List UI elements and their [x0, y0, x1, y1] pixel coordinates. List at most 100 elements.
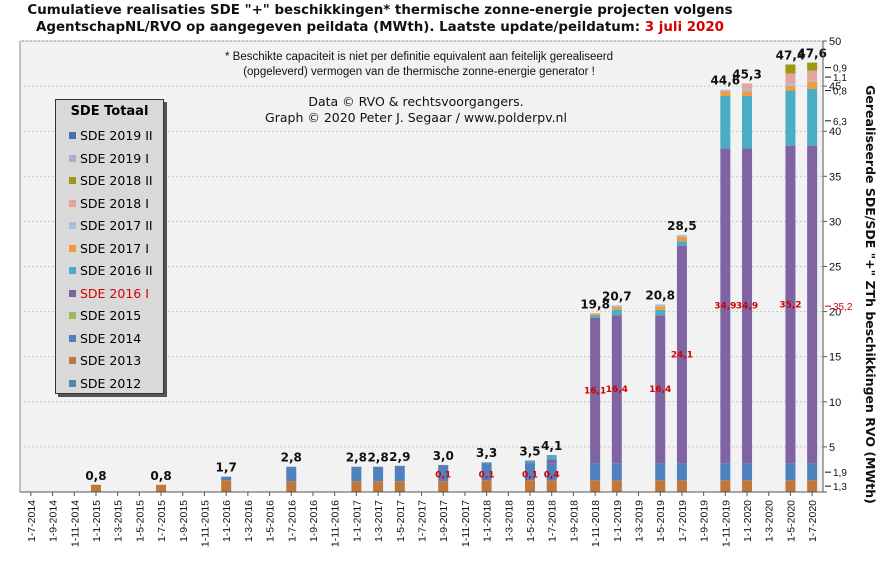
bar-segment — [590, 315, 601, 318]
chart-title-line2-text: AgentschapNL/RVO op aangegeven peildata … — [36, 20, 641, 35]
x-tick-label: 1-7-2015 — [156, 500, 168, 542]
legend: SDE Totaal SDE 2019 II SDE 2019 I SDE 2018… — [55, 99, 164, 394]
x-tick-label: 1-7-2016 — [286, 500, 298, 542]
bar-total-label: 28,5 — [667, 219, 697, 233]
bar-segment — [286, 466, 297, 482]
sde2016i-value-label: 35,2 — [779, 300, 801, 310]
bar-segment — [807, 80, 818, 82]
bar-segment — [676, 463, 687, 481]
peildatum-date: 3 juli 2020 — [644, 20, 724, 35]
legend-item: SDE 2017 II — [56, 216, 163, 239]
bar-segment — [807, 81, 818, 89]
bar-segment — [742, 91, 753, 97]
bar-segment — [742, 83, 753, 89]
bar-segment — [373, 481, 384, 492]
legend-item: SDE 2014 — [56, 329, 163, 352]
x-tick-label: 1-11-2018 — [590, 500, 602, 547]
legend-label: SDE 2017 II — [80, 218, 153, 233]
bar-segment — [525, 462, 536, 464]
bar-segment — [742, 463, 753, 481]
x-tick-label: 1-1-2018 — [482, 500, 494, 542]
legend-label: SDE 2016 I — [80, 285, 149, 301]
bar-labels-group: 0,8 0,81,72,8 2,8 2,8 2,9 3,00,13,30,13,50,14… — [85, 47, 827, 483]
legend-label: SDE 2014 — [80, 330, 142, 346]
legend-swatch — [69, 132, 76, 139]
bars-group — [90, 62, 818, 492]
bar-segment — [156, 484, 167, 492]
bar-total-label: 47,4 — [776, 48, 806, 62]
bar-segment — [742, 148, 753, 464]
bar-segment — [720, 89, 731, 92]
bar-total-label: 3,0 — [433, 449, 454, 463]
bar-total-label: 2,8 — [281, 451, 302, 465]
right-annotations: 0,91,1 0,8 6,3 35,2 1,9 1,3 — [825, 64, 853, 493]
legend-item: SDE 2015 — [56, 306, 163, 329]
bar-total-label: 44,6 — [711, 74, 741, 88]
x-tick-label: 1-1-2016 — [221, 500, 233, 542]
x-tick-label: 1-9-2019 — [699, 500, 711, 542]
bar-segment — [807, 88, 818, 146]
x-tick-label: 1-11-2015 — [199, 500, 211, 547]
x-tick-label: 1-1-2017 — [351, 500, 363, 542]
sde2016i-value-label: 16,4 — [606, 385, 628, 395]
legend-item: SDE 2018 I — [56, 194, 163, 217]
legend-swatch — [69, 267, 76, 274]
bar-segment — [611, 309, 622, 316]
bar-segment — [481, 464, 492, 481]
y-tick-label: 10 — [829, 397, 841, 409]
x-tick-label: 1-3-2020 — [764, 500, 776, 542]
bar-segment — [221, 476, 232, 481]
legend-swatch — [69, 177, 76, 184]
legend-label: SDE 2018 II — [80, 173, 153, 188]
note-line2: (opgeleverd) vermogen van de thermische … — [243, 66, 595, 78]
annotation-label: 35,2 — [833, 302, 853, 313]
bar-segment — [394, 465, 405, 482]
bar-segment — [611, 315, 622, 464]
bar-segment — [676, 236, 687, 242]
x-tick-label: 1-5-2018 — [525, 500, 537, 542]
x-axis: 1-7-2014 1-9-2014 1-11-2014 1-1-2015 1-3-201… — [20, 491, 823, 547]
sde2016i-value-label: 34,9 — [736, 302, 758, 312]
legend-item: SDE 2016 II — [56, 261, 163, 284]
bar-total-label: 19,8 — [580, 297, 610, 311]
bar-segment — [481, 480, 492, 492]
legend-label: SDE 2017 I — [80, 240, 149, 256]
credit-line2: Graph © 2020 Peter J. Segaar / www.polde… — [265, 110, 567, 125]
bar-total-label: 0,8 — [85, 469, 106, 483]
sde2016i-value-label: 0,1 — [435, 471, 451, 481]
y-tick-label: 5 — [829, 442, 835, 454]
legend-label: SDE 2018 I — [80, 195, 149, 211]
x-tick-label: 1-3-2016 — [243, 500, 255, 542]
bar-total-label: 20,7 — [602, 289, 632, 303]
sde2016i-value-label: 0,1 — [479, 471, 495, 481]
legend-swatch — [69, 244, 76, 252]
bar-segment — [655, 480, 666, 492]
bar-segment — [221, 480, 232, 492]
y-tick-label: 50 — [829, 36, 841, 48]
x-tick-label: 1-9-2016 — [308, 500, 320, 542]
y-tick-label: 40 — [829, 126, 841, 138]
y-axis-label: Gerealiseerde SDE/SDE "+" ZTh beschikkin… — [863, 85, 878, 504]
bar-total-label: 0,8 — [150, 469, 171, 483]
y-axis: 5 10 15 20 25 30 35 40 45 50 — [822, 36, 841, 493]
bar-segment — [785, 83, 796, 87]
x-tick-label: 1-9-2018 — [568, 500, 580, 542]
credit-line1: Data © RVO & rechtsvoorgangers. — [308, 94, 523, 109]
x-tick-label: 1-3-2018 — [503, 500, 515, 542]
bar-segment — [785, 86, 796, 91]
bar-segment — [742, 480, 753, 492]
sde2016i-value-label: 16,4 — [649, 385, 671, 395]
bar-segment — [720, 91, 731, 97]
bar-segment — [807, 480, 818, 492]
legend-item: SDE 2019 I — [56, 149, 163, 172]
legend-item: SDE 2018 II — [56, 171, 163, 194]
annotation-label: 1,1 — [833, 73, 847, 84]
bar-segment — [807, 463, 818, 481]
bar-segment — [676, 245, 687, 464]
x-tick-label: 1-11-2016 — [330, 500, 342, 547]
legend-swatch — [69, 222, 76, 229]
bar-segment — [742, 96, 753, 149]
legend-swatch — [69, 289, 76, 297]
bar-segment — [676, 480, 687, 492]
x-tick-label: 1-7-2020 — [807, 500, 819, 542]
